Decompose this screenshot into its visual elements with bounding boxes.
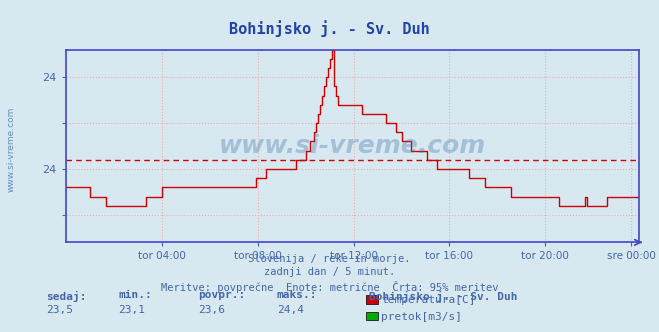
Text: povpr.:: povpr.: (198, 290, 245, 300)
Text: Meritve: povprečne  Enote: metrične  Črta: 95% meritev: Meritve: povprečne Enote: metrične Črta:… (161, 281, 498, 292)
Text: Bohinjsko j. - Sv. Duh: Bohinjsko j. - Sv. Duh (229, 20, 430, 37)
Text: zadnji dan / 5 minut.: zadnji dan / 5 minut. (264, 267, 395, 277)
Text: www.si-vreme.com: www.si-vreme.com (219, 134, 486, 158)
Text: 23,5: 23,5 (46, 305, 73, 315)
Text: 24,4: 24,4 (277, 305, 304, 315)
Text: pretok[m3/s]: pretok[m3/s] (381, 312, 462, 322)
Text: min.:: min.: (119, 290, 152, 300)
Text: 23,1: 23,1 (119, 305, 146, 315)
Text: Slovenija / reke in morje.: Slovenija / reke in morje. (248, 254, 411, 264)
Text: Bohinjsko j. - Sv. Duh: Bohinjsko j. - Sv. Duh (369, 290, 517, 301)
Text: 23,6: 23,6 (198, 305, 225, 315)
Text: sedaj:: sedaj: (46, 290, 86, 301)
Text: maks.:: maks.: (277, 290, 317, 300)
Text: temperatura[C]: temperatura[C] (381, 295, 475, 305)
Text: www.si-vreme.com: www.si-vreme.com (7, 107, 16, 192)
